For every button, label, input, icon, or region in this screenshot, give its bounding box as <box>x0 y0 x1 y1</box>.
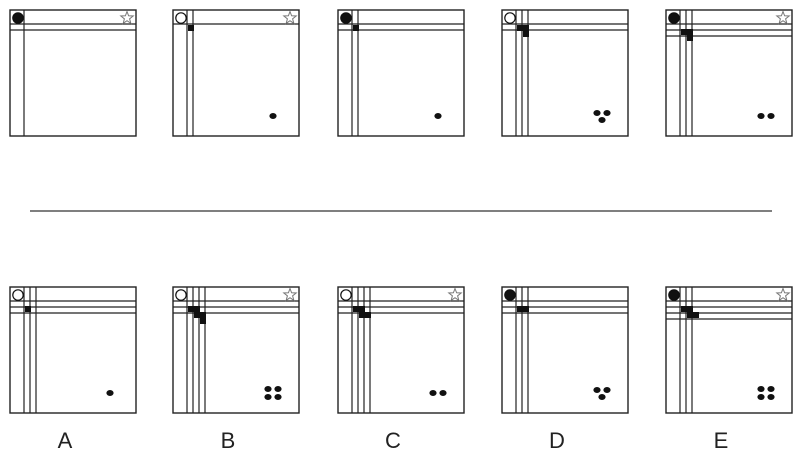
star-icon <box>282 10 298 25</box>
small-square <box>359 306 365 312</box>
option-tile-c <box>337 286 465 414</box>
dot <box>757 113 765 119</box>
star-icon <box>282 287 298 302</box>
small-square <box>523 31 529 37</box>
dot <box>603 110 611 116</box>
tile-frame <box>9 286 137 414</box>
sequence-tile-5 <box>665 9 793 137</box>
dot <box>434 113 442 119</box>
sequence-tile-2 <box>172 9 300 137</box>
dot <box>264 394 272 400</box>
dot <box>429 390 437 396</box>
dot <box>106 390 114 396</box>
small-square <box>687 29 693 35</box>
filled-circle-icon <box>12 12 24 24</box>
tile-frame <box>9 9 137 137</box>
dot <box>598 117 606 123</box>
small-square <box>353 306 359 312</box>
star-icon <box>775 287 791 302</box>
dot <box>757 386 765 392</box>
dot <box>274 386 282 392</box>
dot <box>757 394 765 400</box>
small-square <box>517 306 523 312</box>
small-square <box>687 35 693 41</box>
sequence-tile-3 <box>337 9 465 137</box>
filled-circle-icon <box>504 289 516 301</box>
dot <box>439 390 447 396</box>
dot <box>603 387 611 393</box>
small-square <box>687 312 693 318</box>
tile-frame <box>665 286 793 414</box>
option-tile-d <box>501 286 629 414</box>
dot <box>269 113 277 119</box>
dot <box>767 394 775 400</box>
small-square <box>194 312 200 318</box>
option-label-b: B <box>220 428 236 453</box>
filled-circle-icon <box>668 289 680 301</box>
dot <box>274 394 282 400</box>
open-circle-icon <box>340 289 352 301</box>
star-icon <box>119 10 135 25</box>
option-label-d: D <box>549 428 565 453</box>
small-square <box>25 306 31 312</box>
small-square <box>353 25 359 31</box>
open-circle-icon <box>12 289 24 301</box>
option-tile-a <box>9 286 137 414</box>
small-square <box>523 25 529 31</box>
option-label-c: C <box>385 428 401 453</box>
open-circle-icon <box>504 12 516 24</box>
tile-frame <box>172 286 300 414</box>
open-circle-icon <box>175 289 187 301</box>
small-square <box>365 312 371 318</box>
small-square <box>517 25 523 31</box>
small-square <box>681 306 687 312</box>
dot <box>593 110 601 116</box>
small-square <box>200 312 206 318</box>
tile-frame <box>337 9 465 137</box>
option-label-a: A <box>57 428 73 453</box>
small-square <box>681 29 687 35</box>
star-icon <box>775 10 791 25</box>
dot <box>767 386 775 392</box>
small-square <box>359 312 365 318</box>
dot <box>598 394 606 400</box>
sequence-tile-1 <box>9 9 137 137</box>
option-tile-b <box>172 286 300 414</box>
small-square <box>693 312 699 318</box>
small-square <box>194 306 200 312</box>
filled-circle-icon <box>668 12 680 24</box>
star-icon <box>447 287 463 302</box>
small-square <box>687 306 693 312</box>
dot <box>264 386 272 392</box>
tile-frame <box>501 286 629 414</box>
small-square <box>188 306 194 312</box>
small-square <box>200 318 206 324</box>
sequence-tile-4 <box>501 9 629 137</box>
option-label-e: E <box>713 428 729 453</box>
filled-circle-icon <box>340 12 352 24</box>
small-square <box>188 25 194 31</box>
dot <box>767 113 775 119</box>
open-circle-icon <box>175 12 187 24</box>
option-tile-e <box>665 286 793 414</box>
small-square <box>523 306 529 312</box>
dot <box>593 387 601 393</box>
